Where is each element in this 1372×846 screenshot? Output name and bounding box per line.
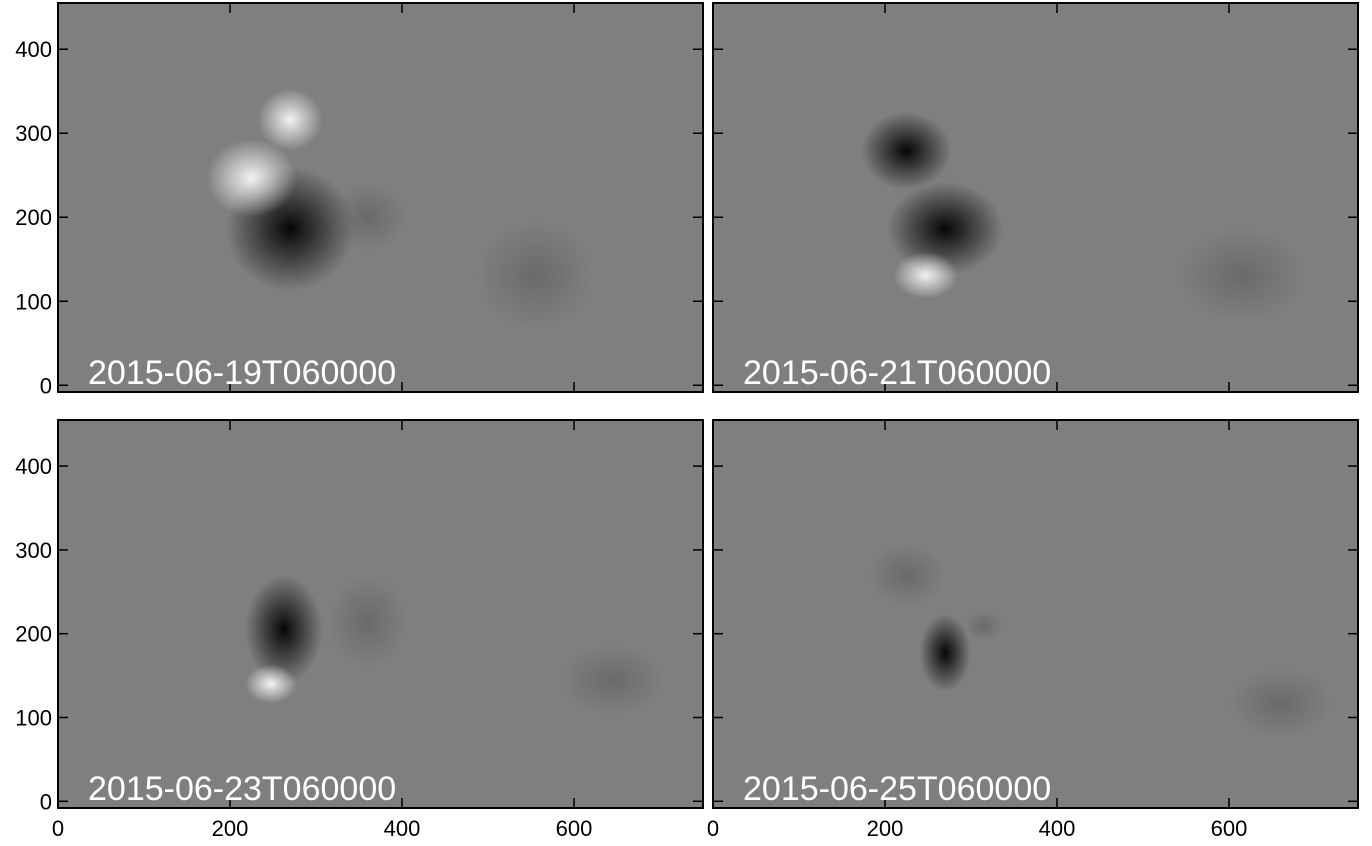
panel-annotation: 2015-06-25T060000 (743, 770, 1051, 808)
image-feature (1229, 668, 1332, 738)
y-tick-label: 200 (15, 205, 52, 230)
y-tick-label: 0 (40, 789, 52, 814)
image-feature (965, 610, 1004, 641)
page: 0 100 200 300 400 2015-06-19T060000 2015-06-21… (0, 0, 1372, 846)
x-tick-label: 0 (707, 816, 719, 841)
image-feature (477, 221, 593, 330)
image-feature (894, 252, 959, 299)
image-feature (861, 112, 951, 190)
x-tick-label: 600 (1211, 816, 1248, 841)
x-tick-label: 200 (212, 816, 249, 841)
image-feature (561, 645, 664, 715)
x-tick-label: 400 (384, 816, 421, 841)
x-tick-label: 200 (867, 816, 904, 841)
y-tick-label: 200 (15, 622, 52, 647)
x-tick-label: 400 (1039, 816, 1076, 841)
y-tick-label: 100 (15, 705, 52, 730)
image-feature (919, 614, 971, 692)
y-tick-label: 100 (15, 289, 52, 314)
image-feature (329, 575, 406, 668)
image-feature (868, 544, 945, 606)
image-feature (1177, 229, 1306, 322)
y-tick-label: 0 (40, 373, 52, 398)
image-feature (206, 139, 296, 217)
y-tick-label: 300 (15, 121, 52, 146)
panel-annotation: 2015-06-23T060000 (88, 770, 396, 808)
image-background (713, 3, 1358, 392)
x-tick-label: 0 (52, 816, 64, 841)
image-feature (245, 664, 297, 703)
y-tick-label: 300 (15, 538, 52, 563)
image-background (713, 420, 1358, 808)
panel-annotation: 2015-06-21T060000 (743, 354, 1051, 392)
panel-annotation: 2015-06-19T060000 (88, 354, 396, 392)
image-feature (329, 182, 406, 252)
x-tick-label: 600 (556, 816, 593, 841)
y-tick-label: 400 (15, 37, 52, 62)
y-tick-label: 400 (15, 454, 52, 479)
image-feature (258, 89, 323, 151)
figure: 0 100 200 300 400 2015-06-19T060000 2015-06-21… (0, 0, 1372, 846)
